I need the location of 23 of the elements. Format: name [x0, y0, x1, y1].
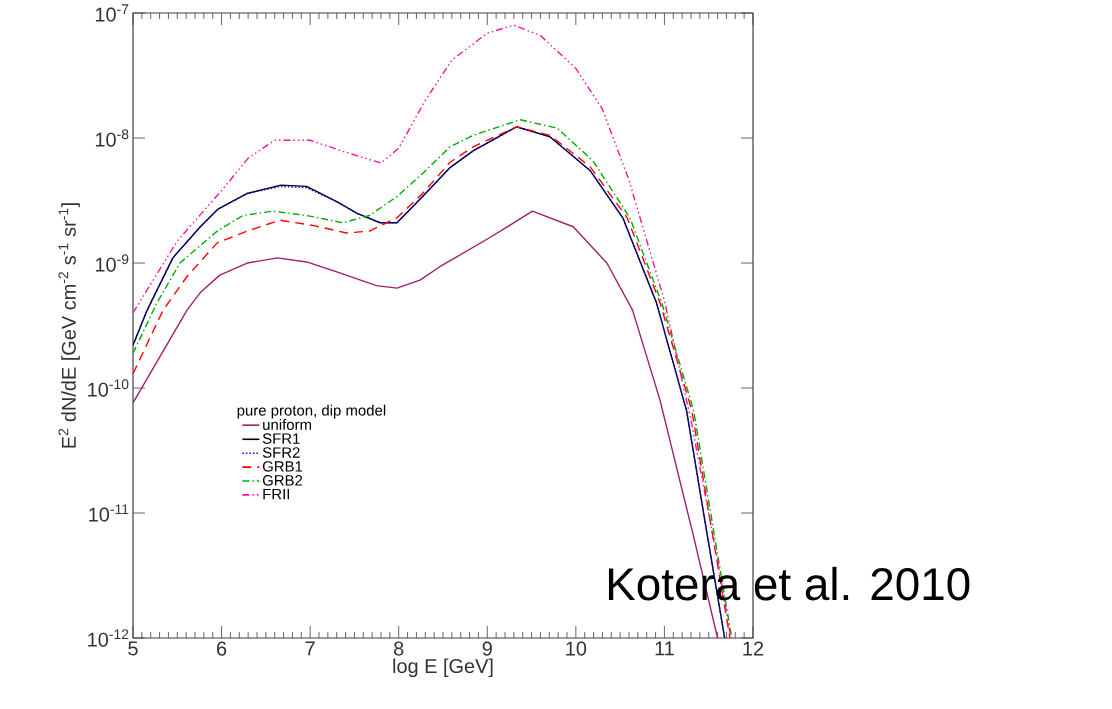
- legend-label: SFR2: [262, 447, 300, 458]
- x-tick-label: 8: [394, 641, 404, 656]
- y-tick-label: 10$^{-10}$: [88, 379, 129, 397]
- x-tick-label: 9: [482, 641, 492, 656]
- legend-label: GRB1: [262, 461, 303, 472]
- text: E$^{2}$ dN/dE [GeV cm$^{-2}$ s$^{-1}$ sr$^{-1}$]: [58, 203, 80, 448]
- x-tick-label: 7: [305, 641, 315, 656]
- y-tick-label: 10$^{-12}$: [88, 629, 129, 647]
- y-tick-label: 10$^{-8}$: [95, 129, 129, 147]
- x-tick-label: 12: [743, 641, 764, 656]
- legend-label: uniform: [263, 419, 312, 430]
- x-tick-label: 11: [655, 641, 674, 656]
- y-tick-label: 10$^{-7}$: [95, 4, 129, 22]
- legend-label: SFR1: [262, 433, 300, 444]
- x-tick-label: 6: [217, 641, 227, 656]
- y-tick-label: 10$^{-11}$: [89, 504, 129, 522]
- legend-label: FRII: [263, 488, 290, 500]
- legend-title: pure proton, dip model: [237, 404, 386, 419]
- x-tick-label: 5: [128, 641, 138, 656]
- x-tick-label: 10: [566, 641, 587, 656]
- legend-label: GRB2: [262, 475, 303, 486]
- y-tick-label: 10$^{-9}$: [95, 254, 129, 272]
- x-axis-title: log E [GeV]: [393, 658, 493, 678]
